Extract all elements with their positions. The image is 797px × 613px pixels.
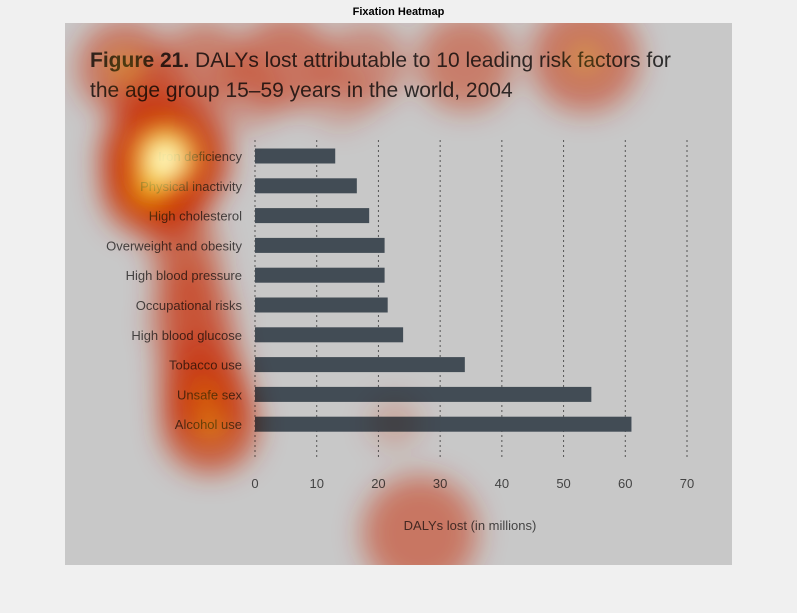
fixation-heat-overlay	[77, 23, 640, 565]
heat-blob	[369, 397, 421, 449]
bar	[255, 327, 404, 343]
bar	[255, 237, 385, 253]
heat-core	[132, 170, 168, 206]
x-tick-label: 10	[309, 476, 323, 491]
x-tick-label: 60	[618, 476, 632, 491]
heatmap-figure: Figure 21. DALYs lost attributable to 10…	[65, 23, 732, 565]
bar	[255, 178, 357, 194]
window-title: Fixation Heatmap	[352, 6, 445, 18]
bar	[255, 208, 370, 224]
heat-core	[571, 44, 599, 72]
heat-blob	[362, 475, 478, 565]
bar	[255, 148, 336, 164]
heat-core	[111, 54, 139, 82]
x-tick-label: 70	[680, 476, 694, 491]
bar	[255, 357, 465, 373]
bar	[255, 297, 388, 313]
bar	[255, 416, 632, 432]
bar	[255, 386, 592, 402]
x-tick-label: 50	[556, 476, 570, 491]
x-tick-label: 40	[495, 476, 509, 491]
heat-core	[193, 383, 217, 407]
fixation-hotspots	[111, 44, 599, 439]
bar	[255, 267, 385, 283]
x-tick-labels: 010203040506070	[251, 476, 694, 491]
x-tick-label: 0	[251, 476, 258, 491]
heat-blob	[209, 59, 281, 131]
heat-blob	[417, 23, 513, 111]
heat-peak	[151, 146, 179, 174]
heat-blob	[308, 63, 372, 127]
bars	[255, 148, 632, 432]
bar-chart: Figure 21. DALYs lost attributable to 10…	[77, 23, 694, 565]
heat-core	[196, 411, 224, 439]
x-tick-label: 20	[371, 476, 385, 491]
